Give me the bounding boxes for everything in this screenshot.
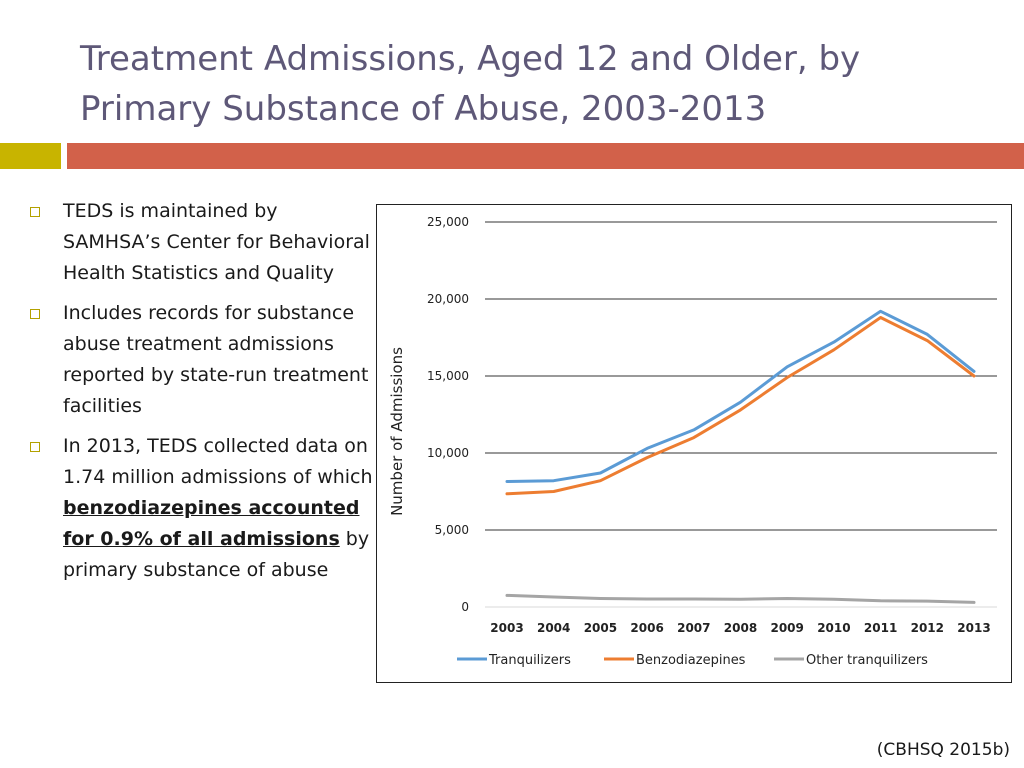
citation: (CBHSQ 2015b) bbox=[876, 740, 1010, 760]
x-tick-label: 2012 bbox=[911, 621, 944, 635]
y-tick-label: 25,000 bbox=[427, 215, 469, 229]
x-tick-label: 2009 bbox=[770, 621, 803, 635]
x-tick-label: 2004 bbox=[537, 621, 570, 635]
legend-label: Benzodiazepines bbox=[636, 653, 746, 668]
accent-bar-left bbox=[0, 143, 61, 169]
bullet-square-icon bbox=[30, 309, 40, 319]
accent-bar-right bbox=[67, 143, 1024, 169]
x-tick-label: 2007 bbox=[677, 621, 710, 635]
x-tick-label: 2008 bbox=[724, 621, 757, 635]
y-tick-label: 0 bbox=[461, 600, 469, 614]
bullet-item: TEDS is maintained by SAMHSA’s Center fo… bbox=[30, 196, 375, 289]
legend-label: Other tranquilizers bbox=[806, 653, 928, 668]
y-axis-title: Number of Admissions bbox=[388, 347, 406, 516]
x-tick-label: 2006 bbox=[630, 621, 663, 635]
bullet-text: Includes records for substance abuse tre… bbox=[63, 302, 369, 417]
y-tick-label: 15,000 bbox=[427, 369, 469, 383]
series-line bbox=[505, 593, 976, 604]
legend-label: Tranquilizers bbox=[488, 653, 571, 668]
series-line bbox=[505, 316, 976, 496]
bullet-item: Includes records for substance abuse tre… bbox=[30, 298, 375, 422]
x-tick-label: 2013 bbox=[957, 621, 990, 635]
bullet-square-icon bbox=[30, 442, 40, 452]
series-line bbox=[505, 309, 976, 483]
chart-frame: 0 5,000 10,000 15,000 20,000 25,000 2003 2004 20… bbox=[376, 204, 1012, 683]
y-tick-label: 20,000 bbox=[427, 292, 469, 306]
bullet-text-highlight: benzodiazepines accounted for 0.9% of al… bbox=[63, 497, 360, 550]
bullet-list: TEDS is maintained by SAMHSA’s Center fo… bbox=[30, 196, 375, 595]
line-chart: 0 5,000 10,000 15,000 20,000 25,000 2003 2004 20… bbox=[388, 215, 997, 668]
bullet-item: In 2013, TEDS collected data on 1.74 mil… bbox=[30, 431, 375, 586]
x-tick-label: 2003 bbox=[490, 621, 523, 635]
bullet-square-icon bbox=[30, 207, 40, 217]
bullet-text-pre: In 2013, TEDS collected data on 1.74 mil… bbox=[63, 435, 373, 488]
y-tick-label: 5,000 bbox=[435, 523, 469, 537]
bullet-text: TEDS is maintained by SAMHSA’s Center fo… bbox=[63, 200, 370, 284]
y-tick-label: 10,000 bbox=[427, 446, 469, 460]
x-tick-label: 2005 bbox=[584, 621, 617, 635]
x-tick-label: 2011 bbox=[864, 621, 897, 635]
slide-title: Treatment Admissions, Aged 12 and Older,… bbox=[80, 39, 861, 129]
bullet-text-post: by primary substance of abuse bbox=[63, 528, 370, 581]
x-tick-label: 2010 bbox=[817, 621, 850, 635]
